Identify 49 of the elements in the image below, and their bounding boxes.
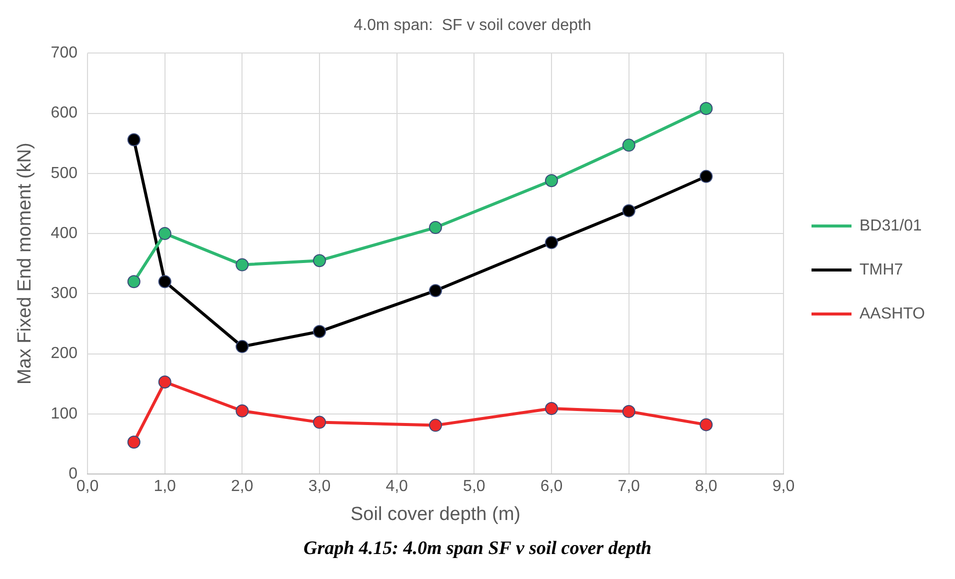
x-tick-label: 6,0 bbox=[540, 478, 563, 496]
point bbox=[429, 418, 442, 432]
x-tick-label: 9,0 bbox=[772, 478, 795, 496]
legend-label: AASHTO bbox=[860, 305, 925, 322]
point bbox=[545, 236, 558, 250]
point bbox=[312, 416, 326, 429]
point bbox=[127, 275, 140, 288]
point bbox=[236, 258, 249, 272]
y-tick-label: 0 bbox=[68, 465, 78, 482]
point bbox=[312, 254, 326, 268]
point bbox=[545, 174, 558, 188]
point bbox=[127, 436, 140, 449]
point bbox=[622, 404, 636, 418]
y-tick-label: 500 bbox=[50, 164, 78, 182]
y-tick-label: 100 bbox=[50, 405, 78, 422]
legend-label: BD31/01 bbox=[860, 217, 922, 234]
y-tick-label: 300 bbox=[50, 285, 78, 302]
point bbox=[158, 275, 172, 288]
x-tick-label: 3,0 bbox=[308, 478, 331, 496]
x-tick-label: 0,0 bbox=[76, 478, 99, 496]
point bbox=[158, 376, 172, 389]
y-tick-label: 600 bbox=[50, 104, 78, 122]
y-tick-label: 700 bbox=[50, 44, 78, 62]
point bbox=[312, 325, 326, 338]
x-tick-label: 5,0 bbox=[463, 478, 486, 496]
caption: Graph 4.15: 4.0m span SF v soil cover depth bbox=[302, 538, 652, 560]
point bbox=[158, 227, 172, 240]
legend-label: TMH7 bbox=[860, 261, 904, 278]
y-tick-label: 200 bbox=[50, 345, 78, 362]
y-axis-title: Max Fixed End moment (kN) bbox=[14, 142, 36, 384]
point bbox=[700, 102, 713, 116]
point bbox=[236, 404, 249, 418]
point bbox=[622, 138, 636, 152]
point bbox=[700, 170, 713, 183]
point bbox=[700, 418, 713, 432]
x-tick-label: 2,0 bbox=[231, 478, 254, 496]
x-tick-label: 4,0 bbox=[386, 478, 408, 496]
point bbox=[127, 133, 140, 146]
y-tick-label: 400 bbox=[50, 224, 78, 242]
point bbox=[622, 204, 636, 218]
chart-title: 4.0m span: SF v soil cover depth bbox=[354, 17, 592, 34]
point bbox=[236, 340, 249, 354]
x-axis-title: Soil cover depth (m) bbox=[350, 504, 521, 525]
point bbox=[429, 221, 442, 234]
point bbox=[429, 284, 442, 298]
x-tick-label: 1,0 bbox=[154, 478, 176, 496]
point bbox=[545, 402, 558, 415]
x-tick-label: 8,0 bbox=[695, 478, 718, 496]
x-tick-label: 7,0 bbox=[618, 478, 640, 496]
